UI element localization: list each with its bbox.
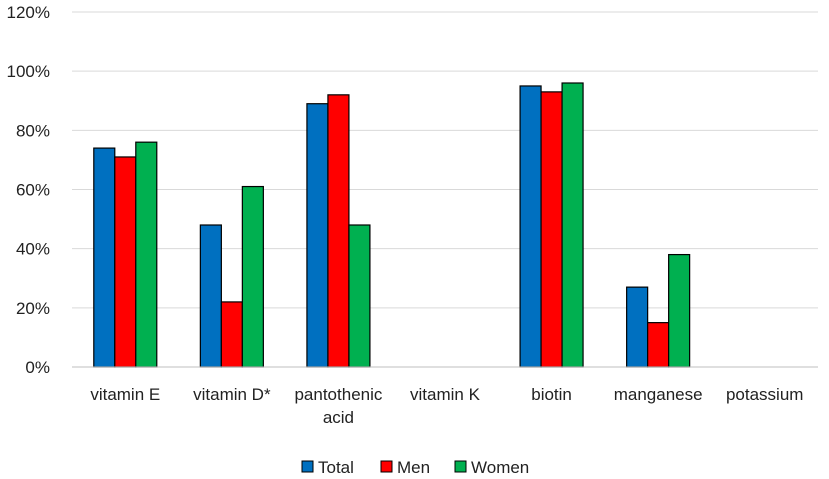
legend: Total Men Women [301, 458, 529, 477]
y-tick-label: 60% [16, 181, 50, 200]
legend-label-total: Total [318, 458, 354, 477]
y-tick-label: 80% [16, 121, 50, 140]
bar-women [668, 253, 691, 368]
x-category-label: potassium [726, 385, 803, 404]
bar-total [306, 103, 329, 368]
bar-men [540, 91, 563, 368]
y-tick-label: 0% [25, 358, 50, 377]
y-tick-label: 20% [16, 299, 50, 318]
x-category-label: vitamin E [90, 385, 160, 404]
legend-swatch-total [301, 460, 314, 473]
x-category-label: vitamin K [410, 385, 481, 404]
bars [93, 82, 691, 368]
legend-swatch-men [380, 460, 393, 473]
bar-women [135, 141, 158, 368]
y-tick-label: 120% [7, 3, 50, 22]
bar-women [348, 224, 371, 368]
x-category-label: vitamin D* [193, 385, 271, 404]
bar-total [626, 286, 649, 368]
bar-men [327, 94, 350, 368]
x-category-label: biotin [531, 385, 572, 404]
x-category-label: pantothenic [294, 385, 382, 404]
bar-total [199, 224, 222, 368]
bar-men [114, 156, 137, 368]
bar-total [93, 147, 116, 368]
legend-label-women: Women [471, 458, 529, 477]
y-axis-tick-labels: 0% 20% 40% 60% 80% 100% 120% [7, 3, 50, 377]
bar-women [561, 82, 584, 368]
x-category-label: manganese [614, 385, 703, 404]
legend-swatch-women [454, 460, 467, 473]
bar-men [647, 322, 670, 368]
x-category-label: acid [323, 408, 354, 427]
legend-label-men: Men [397, 458, 430, 477]
y-tick-label: 100% [7, 62, 50, 81]
x-axis-category-labels: vitamin E vitamin D* pantothenic acid vitami… [90, 385, 803, 427]
bar-women [241, 185, 264, 368]
y-tick-label: 40% [16, 240, 50, 259]
bar-total [519, 85, 542, 368]
gridlines [72, 11, 818, 309]
bar-men [220, 301, 243, 368]
